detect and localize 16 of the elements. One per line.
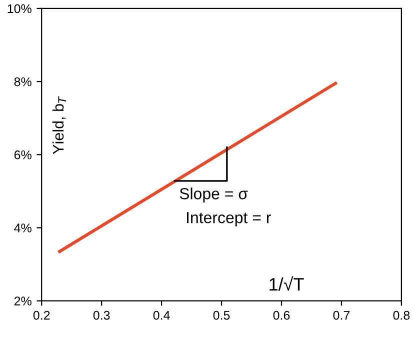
x-tick-label: 0.2: [33, 310, 50, 320]
annotation: Intercept = r: [187, 212, 271, 226]
y-axis-title: Yield, b$_{T}$: [52, 96, 66, 154]
x-tick-label: 0.3: [93, 310, 110, 320]
y-tick-label: 6%: [14, 150, 32, 160]
x-tick-label: 0.7: [333, 310, 350, 320]
x-tick-label: 0.5: [213, 310, 230, 320]
y-tick-label: 2%: [14, 296, 32, 306]
y-tick-label: 8%: [14, 77, 32, 86]
x-tick-label: 0.8: [393, 310, 410, 320]
y-tick-label: 4%: [14, 224, 32, 232]
y-tick-label: 10%: [8, 4, 32, 14]
annotation: Slope = σ: [180, 188, 248, 202]
x-tick-label: 0.4: [153, 310, 170, 320]
x-tick-label: 0.6: [273, 310, 290, 320]
x-axis-title: 1/√T: [270, 276, 304, 291]
